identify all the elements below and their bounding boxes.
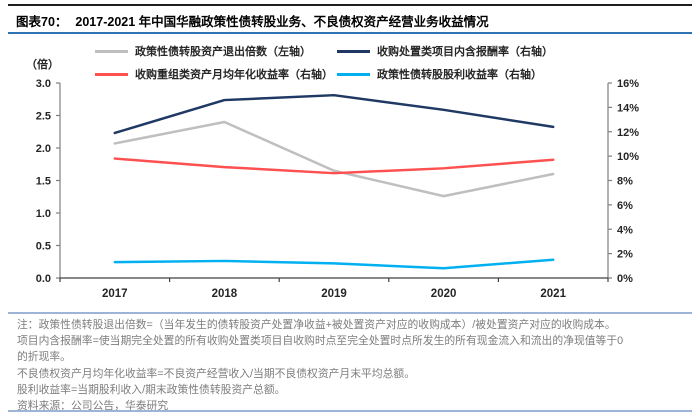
source-line: 资料来源：公司公告，华泰研究 <box>17 400 169 413</box>
left-axis-tick-label: 0.5 <box>36 241 51 253</box>
legend-item-dividend-yield: 政策性债转股股利收益率（右轴） <box>337 67 553 81</box>
series-line-2 <box>113 157 555 175</box>
figure-title-row: 图表70： 2017-2021 年中国华融政策性债转股业务、不良债权资产经营业务收… <box>16 11 690 30</box>
footnote-line: 不良债权资产月均年化收益率=不良资产经营收入/当期不良债权资产月末平均总额。 <box>17 367 415 380</box>
footnote-line: 注：政策性债转股退出倍数=（当年发生的债转股资产处置净收益+被处置资产对应的收购… <box>17 319 616 331</box>
right-axis-tick-label: 16% <box>617 78 639 90</box>
series-line-0 <box>113 120 555 198</box>
legend-item-irr: 收购处置类项目内含报酬率（右轴） <box>337 44 553 58</box>
x-axis-year-label: 2021 <box>540 288 566 300</box>
left-axis-tick-label: 1.0 <box>36 208 51 220</box>
right-axis-tick-label: 2% <box>617 249 633 261</box>
series-line-1 <box>113 93 555 135</box>
title-underline <box>8 32 692 34</box>
legend-label: 收购处置类项目内含报酬率（右轴） <box>377 46 553 58</box>
notes-divider <box>8 312 692 314</box>
figure-title: 2017-2021 年中国华融政策性债转股业务、不良债权资产经营业务收益情况 <box>75 15 489 29</box>
x-axis-year-label: 2019 <box>321 288 347 300</box>
chart-svg: 3.0 2.5 2.0 1.5 1.0 0.5 0.0 16% 14% 12% 10% 8% 6% 4% 2… <box>36 78 640 300</box>
left-axis-tick-label: 0.0 <box>36 273 51 285</box>
right-axis-tick-label: 4% <box>617 224 633 236</box>
left-axis-tick-label: 3.0 <box>36 78 51 90</box>
chart-legend: 政策性债转股资产退出倍数（左轴） 收购处置类项目内含报酬率（右轴） 收购重组类资… <box>95 44 553 81</box>
top-divider <box>8 4 692 6</box>
bottom-divider <box>8 410 692 412</box>
left-axis-tick-label: 2.5 <box>36 111 51 123</box>
x-axis-year-label: 2018 <box>212 288 238 300</box>
footnotes: 注：政策性债转股退出倍数=（当年发生的债转股资产处置净收益+被处置资产对应的收购… <box>17 317 690 414</box>
right-axis-tick-label: 14% <box>617 102 639 114</box>
legend-line-swatch-navy <box>337 49 370 53</box>
right-axis-tick-label: 6% <box>617 200 633 212</box>
figure-number: 图表70： <box>16 15 68 29</box>
legend-label: 政策性债转股资产退出倍数（左轴） <box>135 46 311 58</box>
left-axis-tick-label: 1.5 <box>36 176 51 188</box>
series-line-3 <box>113 258 555 270</box>
legend-label: 政策性债转股股利收益率（右轴） <box>377 69 542 81</box>
x-axis-year-label: 2020 <box>431 288 457 300</box>
right-axis-tick-label: 8% <box>617 176 633 188</box>
right-axis-tick-label: 10% <box>617 151 639 163</box>
right-axis-tick-label: 0% <box>617 273 633 285</box>
legend-item-restructuring-yield: 收购重组类资产月均年化收益率（右轴） <box>95 67 337 81</box>
legend-line-swatch-cyan <box>337 72 370 76</box>
left-axis-tick-label: 2.0 <box>36 143 51 155</box>
legend-line-swatch-gray <box>95 49 128 53</box>
legend-item-exit-multiple: 政策性债转股资产退出倍数（左轴） <box>95 44 337 58</box>
legend-line-swatch-red <box>95 72 128 76</box>
left-axis-unit-label: （倍） <box>26 59 59 71</box>
x-axis-year-label: 2017 <box>102 288 128 300</box>
footnote-line: 的折现率。 <box>17 351 71 364</box>
right-axis-tick-label: 12% <box>617 127 639 139</box>
footnote-line: 项目内含报酬率=使当期完全处置的所有收购处置类项目自收购时点至完全处置时点所发生… <box>17 335 624 348</box>
footnote-line: 股利收益率=当期股利收入/期末政策性债转股资产总额。 <box>17 383 286 396</box>
legend-label: 收购重组类资产月均年化收益率（右轴） <box>135 69 333 81</box>
